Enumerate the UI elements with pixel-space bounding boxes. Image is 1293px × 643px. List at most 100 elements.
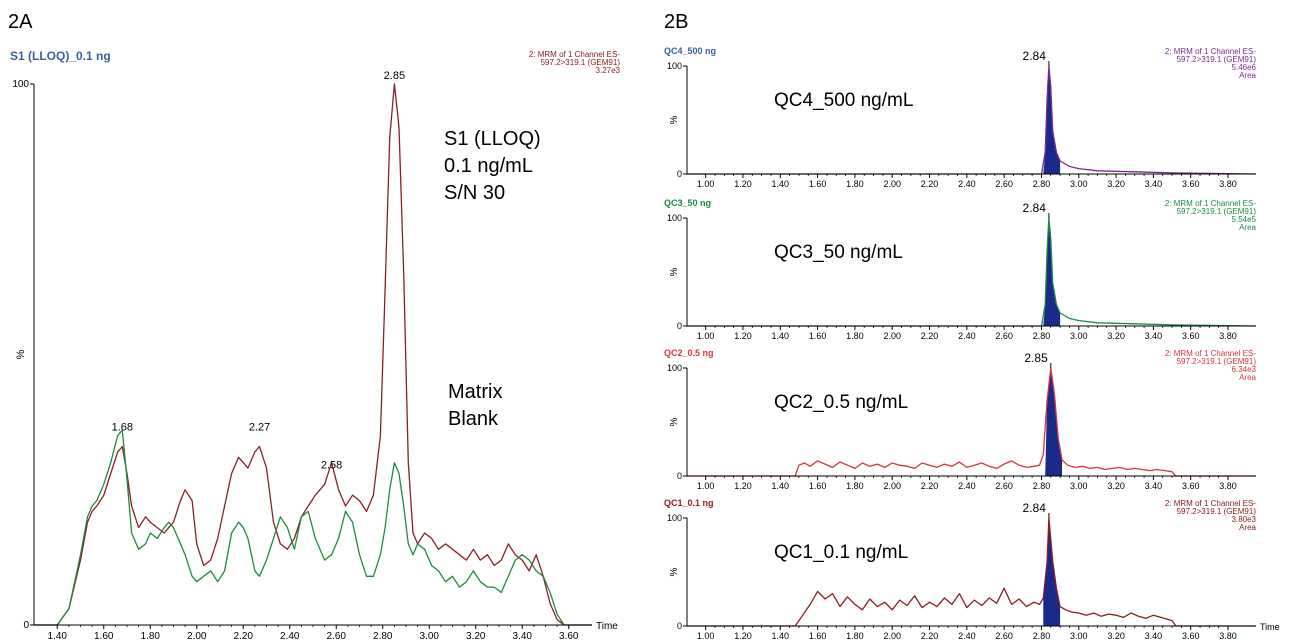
c1-x-tick-label-2: 1.40: [772, 179, 790, 189]
c0-series-line-0: [34, 83, 592, 626]
c1-x-tick-label-10: 3.00: [1070, 179, 1088, 189]
c0-y-tick-label-0: 0: [23, 620, 29, 631]
c0-x-tick-label-2: 1.80: [141, 631, 161, 642]
c0-x-tick-label-0: 1.40: [48, 631, 68, 642]
c3-sample-label: QC2_0.5 ng/mL: [774, 392, 908, 413]
c0-peak-label-0: 1.68: [112, 422, 133, 434]
c0-x-tick-label-1: 1.60: [94, 631, 114, 642]
c3-x-tick-label-3: 1.60: [809, 481, 827, 491]
c1-x-tick-label-4: 1.80: [846, 179, 864, 189]
chart-qc1: 1.00 1.20 1.40 1.60 1.80 2.00 2.20 2.40 2.60 2.80…: [664, 498, 1280, 641]
c3-x-tick-label-11: 3.20: [1107, 481, 1125, 491]
c1-x-tick-label-7: 2.40: [958, 179, 976, 189]
c1-x-tick-label-11: 3.20: [1107, 179, 1125, 189]
c1-x-tick-label-13: 3.60: [1182, 179, 1200, 189]
c4-x-tick-label-11: 3.20: [1107, 631, 1125, 641]
c2-chart-title: QC3_50 ng: [664, 198, 711, 208]
c4-y-axis-label: %: [669, 567, 680, 576]
c3-x-tick-label-12: 3.40: [1145, 481, 1163, 491]
c2-x-tick-label-5: 2.00: [883, 331, 901, 341]
c2-info-line-3: Area: [1239, 223, 1256, 232]
annotation-blank: Matrix Blank: [448, 381, 502, 430]
panel-label-2a: 2A: [8, 11, 33, 33]
annotation-blank-line2: Blank: [448, 408, 499, 430]
annotation-s1: S1 (LLOQ) 0.1 ng/mL S/N 30: [444, 128, 541, 204]
panel-label-2b: 2B: [664, 11, 688, 33]
c4-series-line-0: [687, 517, 1256, 627]
c0-chart-title: S1 (LLOQ)_0.1 ng: [10, 49, 111, 63]
c4-peak-area: [1043, 518, 1061, 626]
c3-y-tick-label-0: 0: [677, 471, 682, 481]
c4-x-tick-label-9: 2.80: [1033, 631, 1051, 641]
c1-x-tick-label-9: 2.80: [1033, 179, 1051, 189]
c3-x-tick-label-13: 3.60: [1182, 481, 1200, 491]
c2-sample-label: QC3_50 ng/mL: [774, 242, 903, 263]
c0-y-axis-label: %: [15, 349, 27, 359]
c4-x-tick-label-8: 2.60: [995, 631, 1013, 641]
chart-s1-lloq: 1.40 1.60 1.80 2.00 2.20 2.40 2.60 2.80 3.00 3.20…: [10, 49, 621, 642]
c4-info-line-0: 2: MRM of 1 Channel ES-: [1165, 499, 1256, 508]
c2-x-tick-label-12: 3.40: [1145, 331, 1163, 341]
c3-chart-title: QC2_0.5 ng: [664, 348, 714, 358]
c1-x-tick-label-0: 1.00: [697, 179, 715, 189]
c3-peak-area: [1045, 368, 1062, 476]
c4-x-tick-label-14: 3.80: [1219, 631, 1237, 641]
c0-x-tick-label-4: 2.20: [234, 631, 254, 642]
c0-peak-label-2: 2.58: [321, 460, 342, 472]
c4-x-tick-label-0: 1.00: [697, 631, 715, 641]
c3-series-line-0: [687, 367, 1256, 477]
c3-x-tick-label-1: 1.20: [734, 481, 752, 491]
c2-x-tick-label-2: 1.40: [772, 331, 790, 341]
c2-y-axis-label: %: [669, 267, 680, 276]
c4-y-tick-label-0: 0: [677, 621, 682, 631]
c3-x-tick-label-2: 1.40: [772, 481, 790, 491]
c3-info-line-1: 597.2>319.1 (GEM91): [1177, 357, 1257, 366]
c1-x-tick-label-3: 1.60: [809, 179, 827, 189]
c4-info-line-2: 3.80e3: [1232, 515, 1257, 524]
c2-x-tick-label-11: 3.20: [1107, 331, 1125, 341]
c4-chart-title: QC1_0.1 ng: [664, 498, 714, 508]
c2-x-tick-label-13: 3.60: [1182, 331, 1200, 341]
c2-info-line-0: 2: MRM of 1 Channel ES-: [1165, 199, 1256, 208]
c0-x-tick-label-8: 3.00: [420, 631, 440, 642]
c0-info-line-1: 597.2>319.1 (GEM91): [541, 58, 621, 67]
c2-series-line-0: [687, 217, 1257, 327]
annotation-s1-line1: S1 (LLOQ): [444, 128, 541, 150]
c1-sample-label: QC4_500 ng/mL: [774, 90, 913, 111]
c2-info-line-1: 597.2>319.1 (GEM91): [1177, 207, 1257, 216]
c0-y-tick-label-100: 100: [12, 79, 29, 90]
c2-x-tick-label-7: 2.40: [958, 331, 976, 341]
c3-x-tick-label-0: 1.00: [697, 481, 715, 491]
c0-series-line-1: [34, 429, 592, 626]
c1-info-line-1: 597.2>319.1 (GEM91): [1177, 55, 1257, 64]
c4-x-tick-label-13: 3.60: [1182, 631, 1200, 641]
c3-info-line-2: 6.34e3: [1232, 365, 1257, 374]
c0-x-tick-label-10: 3.40: [513, 631, 533, 642]
c1-y-axis-label: %: [669, 115, 680, 124]
c2-x-tick-label-0: 1.00: [697, 331, 715, 341]
c2-y-tick-label-100: 100: [667, 213, 682, 223]
c2-x-tick-label-4: 1.80: [846, 331, 864, 341]
c1-y-tick-label-0: 0: [677, 169, 682, 179]
c0-x-tick-label-11: 3.60: [559, 631, 579, 642]
c1-x-tick-label-1: 1.20: [734, 179, 752, 189]
c0-info-line-2: 3.27e3: [596, 66, 621, 75]
chart-qc4: 1.00 1.20 1.40 1.60 1.80 2.00 2.20 2.40 2.60 2.80…: [664, 46, 1257, 189]
c1-x-tick-label-14: 3.80: [1219, 179, 1237, 189]
c4-x-tick-label-3: 1.60: [809, 631, 827, 641]
c3-x-tick-label-8: 2.60: [995, 481, 1013, 491]
c4-info-line-1: 597.2>319.1 (GEM91): [1177, 507, 1257, 516]
c3-info-line-0: 2: MRM of 1 Channel ES-: [1165, 349, 1256, 358]
c0-peak-label-3: 2.85: [384, 70, 405, 82]
c0-x-tick-label-5: 2.40: [280, 631, 300, 642]
c3-peak-label-0: 2.85: [1024, 351, 1048, 365]
c2-peak-label-0: 2.84: [1023, 201, 1047, 215]
c2-x-tick-label-1: 1.20: [734, 331, 752, 341]
c1-x-tick-label-12: 3.40: [1145, 179, 1163, 189]
c2-x-tick-label-9: 2.80: [1033, 331, 1051, 341]
c1-x-tick-label-8: 2.60: [995, 179, 1013, 189]
chart-qc2: 1.00 1.20 1.40 1.60 1.80 2.00 2.20 2.40 2.60 2.80…: [664, 348, 1257, 491]
c4-y-tick-label-100: 100: [667, 513, 682, 523]
annotation-s1-line2: 0.1 ng/mL: [444, 155, 533, 177]
